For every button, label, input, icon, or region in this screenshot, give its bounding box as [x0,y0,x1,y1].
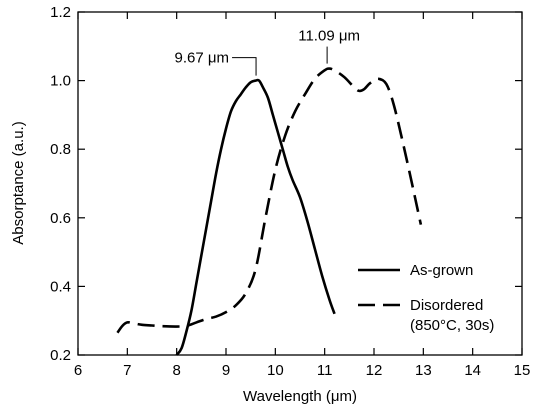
x-tick-label-14: 14 [464,362,481,379]
legend-label-as-grown: As-grown [410,262,473,279]
x-tick-label-13: 13 [415,362,432,379]
x-axis-title: Wavelength (μm) [243,388,357,405]
y-tick-label-1: 1.0 [50,73,71,90]
legend-label-disordered: Disordered [410,297,483,314]
y-tick-label-0.4: 0.4 [50,278,71,295]
series-line-as-grown [177,80,335,355]
y-tick-label-0.8: 0.8 [50,141,71,158]
x-tick-label-9: 9 [222,362,230,379]
x-tick-label-6: 6 [74,362,82,379]
series-lines [117,69,420,355]
peak-label-disordered: 11.09 μm [298,28,360,45]
y-tick-label-0.6: 0.6 [50,210,71,227]
peak-label-as-grown: 9.67 μm [175,50,230,67]
x-tick-label-15: 15 [514,362,531,379]
legend-label-disordered-condition: (850°C, 30s) [410,317,494,334]
y-axis-title: Absorptance (a.u.) [10,121,27,244]
y-tick-label-1.2: 1.2 [50,4,71,21]
legend: As-grown Disordered (850°C, 30s) [358,262,494,334]
x-tick-label-11: 11 [317,362,333,379]
x-tick-label-10: 10 [267,362,284,379]
peak-leader-as-grown [232,58,256,76]
y-tick-label-0.2: 0.2 [50,347,71,364]
x-tick-label-12: 12 [366,362,383,379]
x-tick-label-7: 7 [123,362,131,379]
x-tick-label-8: 8 [172,362,180,379]
series-line-disordered [117,69,420,333]
